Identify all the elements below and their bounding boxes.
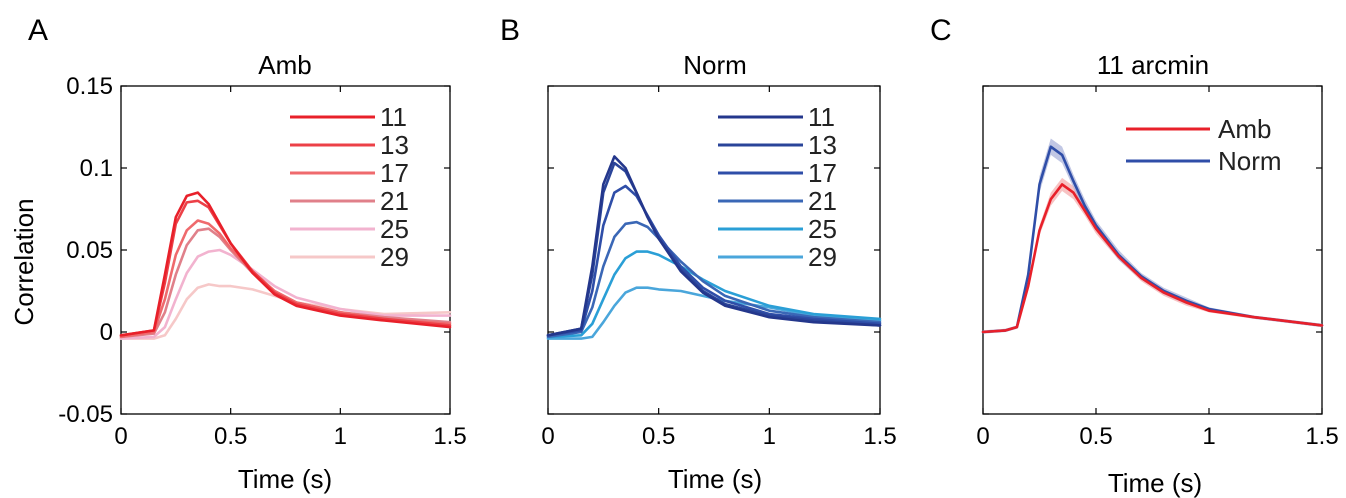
legend-label: 17: [380, 158, 409, 188]
panel-a: A Amb Correlation Time (s) 0 0.5 1 1.5 -0.05…: [9, 14, 467, 494]
x-tick-label: 1.5: [1305, 423, 1338, 450]
panel-letter-c: C: [930, 14, 952, 47]
legend-label: 29: [380, 242, 409, 272]
series-line-amb: [981, 183, 1324, 334]
x-tick-label: 1: [1202, 423, 1215, 450]
panel-letter-a: A: [28, 14, 48, 47]
x-tick-label: 1: [334, 423, 347, 450]
x-tick-label: 0: [976, 423, 989, 450]
x-tick-label: 0.5: [1079, 423, 1112, 450]
y-tick-label: -0.05: [58, 401, 113, 428]
panel-b-title: Norm: [683, 50, 747, 80]
series-line-17: [119, 219, 452, 339]
x-tick-label: 0: [114, 423, 127, 450]
series-line-norm: [981, 145, 1324, 334]
y-tick-label: 0: [100, 319, 113, 346]
panel-letter-b: B: [500, 14, 520, 47]
panel-b-xlabel: Time (s): [668, 464, 762, 494]
legend-label: 21: [380, 186, 409, 216]
legend-label: 13: [808, 130, 837, 160]
legend-label: Amb: [1218, 114, 1271, 144]
y-tick-label: 0.15: [66, 73, 113, 100]
legend-label: Norm: [1218, 146, 1282, 176]
panel-a-xlabel: Time (s): [238, 464, 332, 494]
series-line-11: [119, 191, 452, 337]
x-tick-label: 0.5: [214, 423, 247, 450]
series-line-25: [546, 250, 882, 339]
series-line-29: [119, 283, 452, 340]
legend-label: 25: [808, 214, 837, 244]
x-tick-label: 1: [763, 423, 776, 450]
legend-label: 25: [380, 214, 409, 244]
panel-a-title: Amb: [258, 50, 311, 80]
legend-label: 21: [808, 186, 837, 216]
legend-label: 11: [380, 102, 407, 132]
legend-label: 11: [808, 102, 835, 132]
series-line-11: [546, 155, 882, 337]
legend-label: 29: [808, 242, 837, 272]
panel-c-title: 11 arcmin: [1097, 50, 1209, 80]
series-line-25: [119, 248, 452, 340]
panel-c-xlabel: Time (s): [1108, 468, 1202, 498]
x-tick-label: 0: [541, 423, 554, 450]
x-tick-label: 1.5: [433, 423, 466, 450]
x-tick-label: 0.5: [642, 423, 675, 450]
x-tick-label: 1.5: [863, 423, 896, 450]
series-line-21: [546, 220, 882, 339]
legend-label: 17: [808, 158, 837, 188]
y-tick-label: 0.05: [66, 237, 113, 264]
panel-a-ylabel: Correlation: [9, 198, 39, 325]
y-tick-label: 0.1: [80, 155, 113, 182]
legend-label: 13: [380, 130, 409, 160]
